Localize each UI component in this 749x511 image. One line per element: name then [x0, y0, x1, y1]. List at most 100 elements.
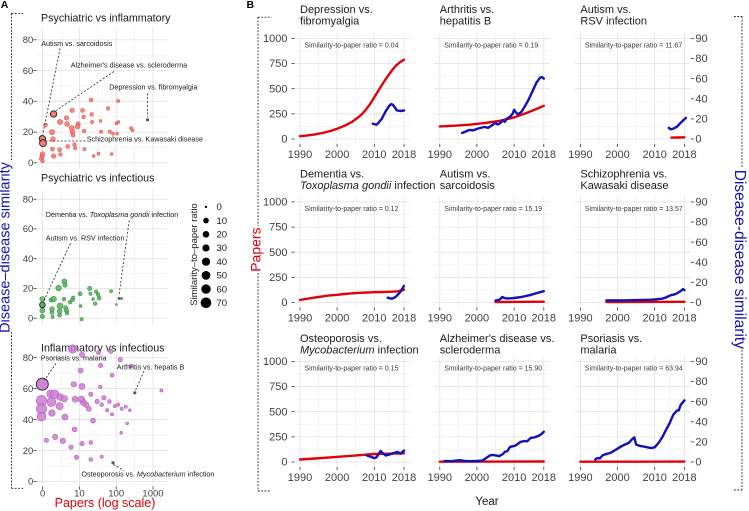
svg-text:Depression vs. fibromyalgia: Depression vs. fibromyalgia: [109, 83, 197, 92]
svg-text:Psoriasis vs.: Psoriasis vs.: [580, 333, 642, 345]
svg-text:RSV infection: RSV infection: [580, 15, 647, 27]
svg-text:90: 90: [695, 356, 707, 368]
svg-text:2010: 2010: [642, 149, 666, 161]
svg-text:60: 60: [695, 237, 707, 249]
svg-text:Autism vs. RSV infection: Autism vs. RSV infection: [46, 234, 125, 243]
svg-text:1990: 1990: [428, 472, 452, 484]
svg-text:1990: 1990: [288, 312, 312, 324]
svg-text:10: 10: [74, 489, 85, 500]
svg-text:2000: 2000: [325, 312, 349, 324]
svg-text:0: 0: [217, 202, 222, 213]
svg-text:Alzheimer's disease vs. sclero: Alzheimer's disease vs. scleroderma: [71, 61, 187, 70]
svg-text:Psychiatric vs inflammatory: Psychiatric vs inflammatory: [41, 13, 171, 25]
svg-text:0: 0: [695, 297, 701, 309]
svg-text:1990: 1990: [428, 149, 452, 161]
svg-text:Similarity–to–paper ratio: Similarity–to–paper ratio: [189, 203, 200, 305]
svg-text:fibromyalgia: fibromyalgia: [300, 15, 360, 27]
svg-text:90: 90: [695, 33, 707, 45]
svg-text:0: 0: [281, 457, 287, 469]
svg-text:80: 80: [695, 376, 707, 388]
svg-text:2018: 2018: [392, 472, 416, 484]
svg-text:40: 40: [23, 97, 34, 108]
svg-text:Similarity-to-paper ratio = 0.: Similarity-to-paper ratio = 0.19: [444, 42, 538, 49]
svg-text:hepatitis B: hepatitis B: [440, 15, 491, 27]
svg-text:2010: 2010: [502, 312, 526, 324]
svg-text:2018: 2018: [672, 472, 696, 484]
svg-text:Psychiatric vs infectious: Psychiatric vs infectious: [41, 173, 154, 185]
svg-text:100: 100: [108, 489, 124, 500]
svg-text:2000: 2000: [465, 312, 489, 324]
svg-text:Similarity-to-paper ratio = 11: Similarity-to-paper ratio = 11.67: [585, 42, 682, 49]
svg-text:2010: 2010: [362, 149, 386, 161]
svg-text:Toxoplasma gondii infection: Toxoplasma gondii infection: [300, 180, 435, 192]
svg-text:90: 90: [695, 197, 707, 209]
svg-text:0: 0: [28, 477, 33, 488]
svg-text:250: 250: [269, 108, 287, 120]
svg-text:40: 40: [695, 94, 707, 106]
svg-text:60: 60: [695, 73, 707, 85]
svg-text:Dementia vs. Toxoplasma gondii: Dementia vs. Toxoplasma gondii infection: [46, 210, 178, 219]
svg-text:Depression vs.: Depression vs.: [300, 4, 373, 16]
svg-text:1990: 1990: [568, 312, 592, 324]
svg-text:1990: 1990: [288, 472, 312, 484]
svg-text:2000: 2000: [605, 312, 629, 324]
svg-text:60: 60: [695, 396, 707, 408]
svg-text:Similarity-to-paper ratio = 63: Similarity-to-paper ratio = 63.94: [585, 365, 683, 372]
svg-text:2010: 2010: [502, 149, 526, 161]
svg-text:malaria: malaria: [580, 344, 617, 356]
svg-text:40: 40: [217, 257, 228, 268]
svg-text:Arthritis vs.: Arthritis vs.: [440, 4, 494, 16]
svg-text:2000: 2000: [325, 472, 349, 484]
svg-text:40: 40: [695, 257, 707, 269]
svg-text:20: 20: [23, 446, 34, 457]
svg-text:2018: 2018: [392, 149, 416, 161]
svg-text:500: 500: [269, 247, 287, 259]
svg-text:2000: 2000: [465, 472, 489, 484]
svg-text:2000: 2000: [465, 149, 489, 161]
svg-text:Schizophrenia vs. Kawasaki dis: Schizophrenia vs. Kawasaki disease: [87, 135, 203, 144]
svg-text:50: 50: [217, 271, 228, 282]
svg-text:Similarity-to-paper ratio = 0.: Similarity-to-paper ratio = 0.15: [305, 365, 399, 372]
svg-text:2018: 2018: [392, 312, 416, 324]
svg-text:Arthritis vs. hepatis B: Arthritis vs. hepatis B: [117, 362, 185, 371]
svg-text:250: 250: [269, 272, 287, 284]
svg-text:20: 20: [23, 284, 34, 295]
svg-text:scleroderma: scleroderma: [440, 344, 501, 356]
svg-text:750: 750: [269, 381, 287, 393]
svg-text:2018: 2018: [532, 472, 556, 484]
svg-text:Autism vs.: Autism vs.: [580, 4, 631, 16]
svg-text:2010: 2010: [502, 472, 526, 484]
svg-text:20: 20: [695, 277, 707, 289]
svg-text:40: 40: [23, 254, 34, 265]
svg-text:Schizophrenia vs.: Schizophrenia vs.: [580, 169, 667, 181]
svg-text:sarcoidosis: sarcoidosis: [440, 180, 496, 192]
svg-text:Papers (log scale): Papers (log scale): [55, 496, 156, 510]
svg-text:20: 20: [217, 230, 228, 241]
svg-text:70: 70: [217, 298, 228, 309]
svg-text:2010: 2010: [362, 312, 386, 324]
svg-text:20: 20: [695, 437, 707, 449]
svg-text:Disease–disease similarity: Disease–disease similarity: [0, 161, 13, 333]
svg-text:0: 0: [28, 313, 33, 324]
svg-text:2018: 2018: [672, 149, 696, 161]
svg-text:2000: 2000: [325, 149, 349, 161]
svg-text:Alzheimer's disease vs.: Alzheimer's disease vs.: [440, 333, 555, 345]
svg-text:Similarity-to-paper ratio = 15: Similarity-to-paper ratio = 15.19: [444, 206, 542, 213]
svg-text:0: 0: [281, 134, 287, 146]
svg-text:1000: 1000: [263, 197, 287, 209]
svg-text:1990: 1990: [428, 312, 452, 324]
svg-text:80: 80: [23, 194, 34, 205]
svg-text:1990: 1990: [288, 149, 312, 161]
svg-text:0: 0: [281, 297, 287, 309]
svg-text:2010: 2010: [642, 312, 666, 324]
svg-text:2000: 2000: [605, 472, 629, 484]
svg-text:1990: 1990: [568, 472, 592, 484]
svg-text:Autism vs. sarcoidosis: Autism vs. sarcoidosis: [41, 39, 113, 48]
svg-text:Disease-disease similarity: Disease-disease similarity: [731, 170, 748, 349]
svg-text:Mycobacterium infection: Mycobacterium infection: [300, 344, 419, 356]
svg-text:40: 40: [23, 415, 34, 426]
svg-text:1990: 1990: [568, 149, 592, 161]
svg-text:60: 60: [23, 384, 34, 395]
svg-text:Kawasaki disease: Kawasaki disease: [580, 180, 668, 192]
svg-text:80: 80: [23, 35, 34, 46]
